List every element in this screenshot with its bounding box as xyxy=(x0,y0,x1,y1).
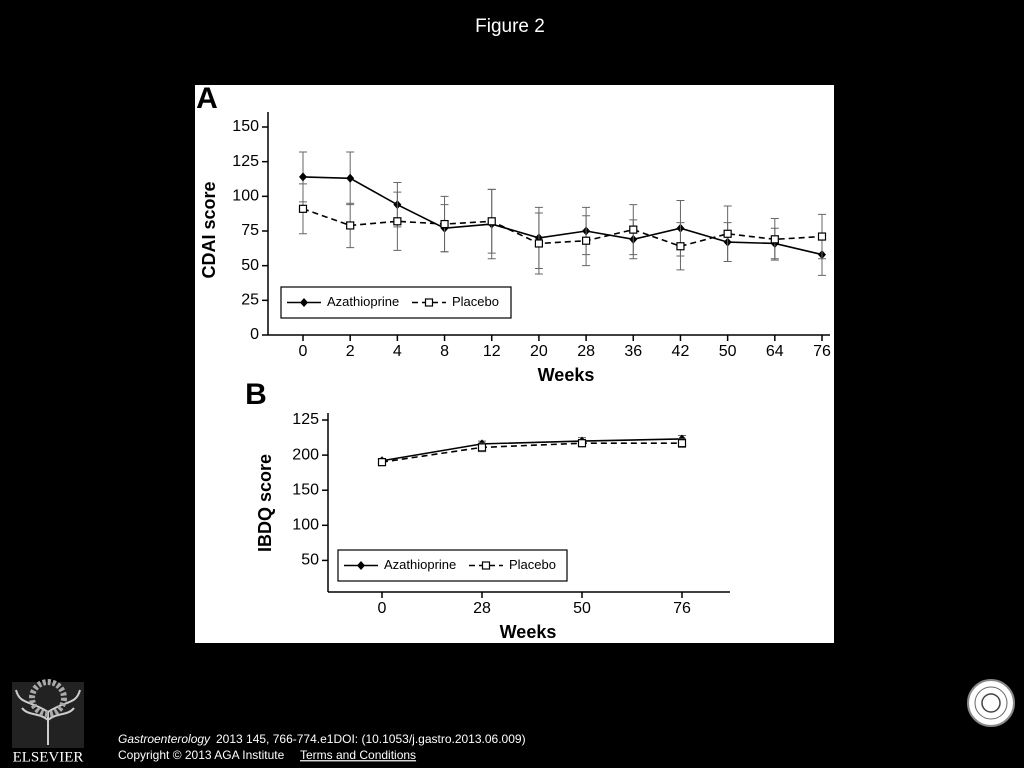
legend-label: Azathioprine xyxy=(384,557,456,572)
y-tick-label: 50 xyxy=(301,552,319,569)
figure-title: Figure 2 xyxy=(475,16,545,37)
data-point xyxy=(770,235,779,244)
data-point xyxy=(577,439,587,448)
x-tick-label: 36 xyxy=(624,343,642,360)
panel-label: A xyxy=(196,82,218,115)
panel-label: B xyxy=(245,378,267,411)
x-tick-label: 28 xyxy=(473,600,491,617)
data-point xyxy=(534,239,544,248)
y-tick-label: 125 xyxy=(292,411,319,428)
legend-marker xyxy=(481,561,491,570)
chart: A 0 25 50 75 100 125 150 0 2 4 8 12 20 28 36 42 50 64 76 Wee… xyxy=(196,82,831,385)
y-axis-label: IBDQ score xyxy=(255,454,275,552)
legend-marker xyxy=(424,298,434,307)
y-tick-label: 200 xyxy=(292,446,319,463)
data-point xyxy=(676,242,685,251)
data-point xyxy=(299,172,307,182)
y-tick-label: 100 xyxy=(232,188,259,205)
series-line xyxy=(381,442,682,463)
x-tick-label: 50 xyxy=(719,343,737,360)
data-point xyxy=(581,236,591,245)
x-tick-label: 76 xyxy=(813,343,831,360)
series-line xyxy=(302,176,823,256)
data-point xyxy=(817,232,827,241)
data-point xyxy=(477,443,487,452)
data-point xyxy=(298,204,308,213)
data-point xyxy=(393,217,402,226)
chart: B 50 100 150 200 125 0 28 50 76 Weeks IBDQ score Aza… xyxy=(245,378,730,642)
x-tick-label: 64 xyxy=(766,343,784,360)
terms-link[interactable]: Terms and Conditions xyxy=(300,748,416,762)
legend-marker xyxy=(357,561,365,570)
society-seal xyxy=(967,679,1015,727)
x-tick-label: 8 xyxy=(440,343,449,360)
data-point xyxy=(487,217,496,226)
x-tick-label: 0 xyxy=(378,600,387,617)
data-point xyxy=(346,221,355,230)
y-tick-label: 150 xyxy=(292,481,319,498)
y-tick-label: 150 xyxy=(232,118,259,135)
citation: 2013 145, 766-774.e1DOI: (10.1053/j.gast… xyxy=(216,732,526,746)
y-tick-label: 75 xyxy=(241,222,259,239)
legend-label: Placebo xyxy=(509,557,556,572)
y-axis-label: CDAI score xyxy=(199,181,219,278)
x-tick-label: 2 xyxy=(346,343,355,360)
copyright: Copyright © 2013 AGA Institute xyxy=(118,748,285,762)
journal-name: Gastroenterology xyxy=(118,732,211,746)
series-line xyxy=(381,438,683,462)
publisher-name: ELSEVIER xyxy=(13,749,84,765)
legend-marker xyxy=(300,298,308,307)
x-axis-label: Weeks xyxy=(538,365,595,385)
publisher-logo: ELSEVIER xyxy=(12,679,84,765)
legend-label: Placebo xyxy=(452,294,499,309)
x-tick-label: 0 xyxy=(299,343,308,360)
x-tick-label: 20 xyxy=(530,343,548,360)
x-axis-label: Weeks xyxy=(500,622,557,642)
y-tick-label: 100 xyxy=(292,517,319,534)
legend-label: Azathioprine xyxy=(327,294,399,309)
y-tick-label: 25 xyxy=(241,292,259,309)
x-tick-label: 42 xyxy=(672,343,690,360)
x-tick-label: 50 xyxy=(573,600,591,617)
x-tick-label: 12 xyxy=(483,343,501,360)
data-point xyxy=(677,439,687,448)
data-point xyxy=(723,229,732,238)
y-tick-label: 50 xyxy=(241,257,259,274)
x-tick-label: 76 xyxy=(673,600,691,617)
data-point xyxy=(440,219,449,229)
data-point xyxy=(346,173,355,183)
y-tick-label: 0 xyxy=(250,326,259,343)
data-point xyxy=(377,458,387,467)
x-tick-label: 4 xyxy=(393,343,402,360)
data-point xyxy=(629,225,638,234)
x-tick-label: 28 xyxy=(577,343,595,360)
y-tick-label: 125 xyxy=(232,153,259,170)
